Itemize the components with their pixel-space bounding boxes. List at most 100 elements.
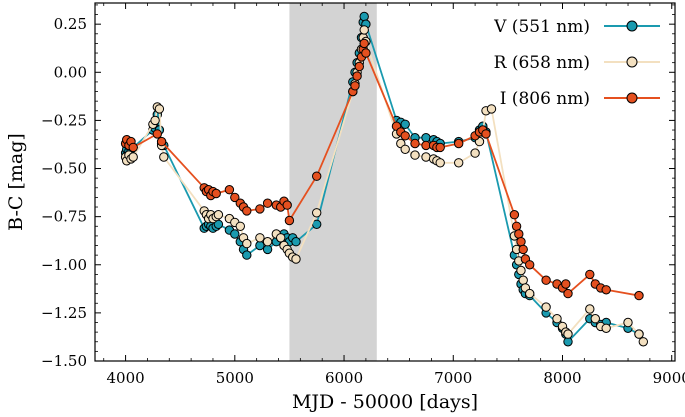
data-point [359,25,369,35]
data-point [623,317,633,328]
data-point [154,104,165,114]
data-point [242,206,252,216]
x-tick-label: 4000 [106,369,144,387]
data-point [255,240,265,251]
data-point [128,152,138,162]
data-point [541,302,551,312]
data-point [291,254,301,264]
y-tick-label: −1.00 [41,256,87,274]
y-tick-label: 0.00 [54,63,87,81]
data-point [128,142,138,153]
data-point [242,250,252,260]
data-point [400,131,410,141]
data-point [291,237,301,247]
data-point [276,233,286,243]
data-point [361,48,371,58]
legend-label: V (551 nm) [493,17,590,37]
y-tick-label: −0.75 [41,208,87,226]
data-point [242,238,252,249]
data-point [262,237,273,247]
data-point [481,129,491,139]
data-point [516,265,526,276]
x-tick-label: 7000 [434,369,472,387]
y-axis-label: B-C [mag] [5,133,27,231]
legend-marker [626,56,638,68]
data-point [312,208,322,218]
data-point [552,314,562,324]
data-point [255,233,265,243]
data-point [421,152,431,162]
data-point [561,279,571,289]
data-point [585,304,595,314]
data-point [470,148,480,158]
data-point [359,11,369,22]
y-tick-label: −1.50 [41,352,87,370]
x-tick-label: 5000 [216,369,254,387]
data-point [486,104,497,114]
series-3 [120,38,644,301]
y-tick-label: −0.50 [41,160,87,178]
data-point [590,314,600,324]
data-point [150,115,160,126]
data-point [454,158,464,168]
data-point [211,188,221,199]
data-point [585,269,595,280]
data-point [525,288,535,299]
data-point [435,158,445,168]
data-point [159,152,169,162]
data-point [230,192,240,203]
data-point [400,144,410,155]
data-point [410,150,420,160]
data-point [421,133,431,143]
series-layer [120,11,648,347]
data-point [638,337,648,347]
legend-marker [626,20,638,32]
data-point [213,210,224,220]
data-point [284,215,295,226]
data-point [563,337,573,347]
data-point [156,136,167,147]
data-point [359,38,369,49]
legend-marker [626,92,638,104]
legend-label: R (658 nm) [494,53,590,73]
y-tick-label: 0.25 [54,15,87,33]
data-point [634,290,644,301]
data-point [516,237,526,247]
data-point [152,129,163,139]
data-point [454,138,464,149]
data-point [352,71,362,81]
data-point [282,200,292,210]
data-point [235,221,246,232]
data-point [400,119,410,130]
data-point [410,138,420,149]
data-point [634,329,644,339]
data-point [312,171,322,181]
data-point [563,288,573,299]
data-point [525,260,535,270]
data-point [354,61,364,72]
data-point [435,142,445,153]
legend-label: I (806 nm) [500,89,590,109]
data-point [230,229,240,239]
data-point [518,275,528,285]
data-point [514,229,524,239]
x-axis-label: MJD - 50000 [days] [292,391,478,413]
data-point [563,329,573,339]
data-point [262,198,273,208]
data-point [511,221,522,232]
y-tick-label: −0.25 [41,111,87,129]
plot-frame [94,2,676,362]
data-point [224,185,235,195]
data-point [509,210,520,220]
data-point [262,244,273,255]
data-point [518,244,528,255]
x-tick-label: 6000 [325,369,363,387]
data-point [541,275,551,285]
x-tick-label: 8000 [543,369,581,387]
legend: V (551 nm) R (658 nm) I (806 nm) [493,17,660,109]
y-tick-label: −1.25 [41,304,87,322]
data-point [601,285,611,295]
